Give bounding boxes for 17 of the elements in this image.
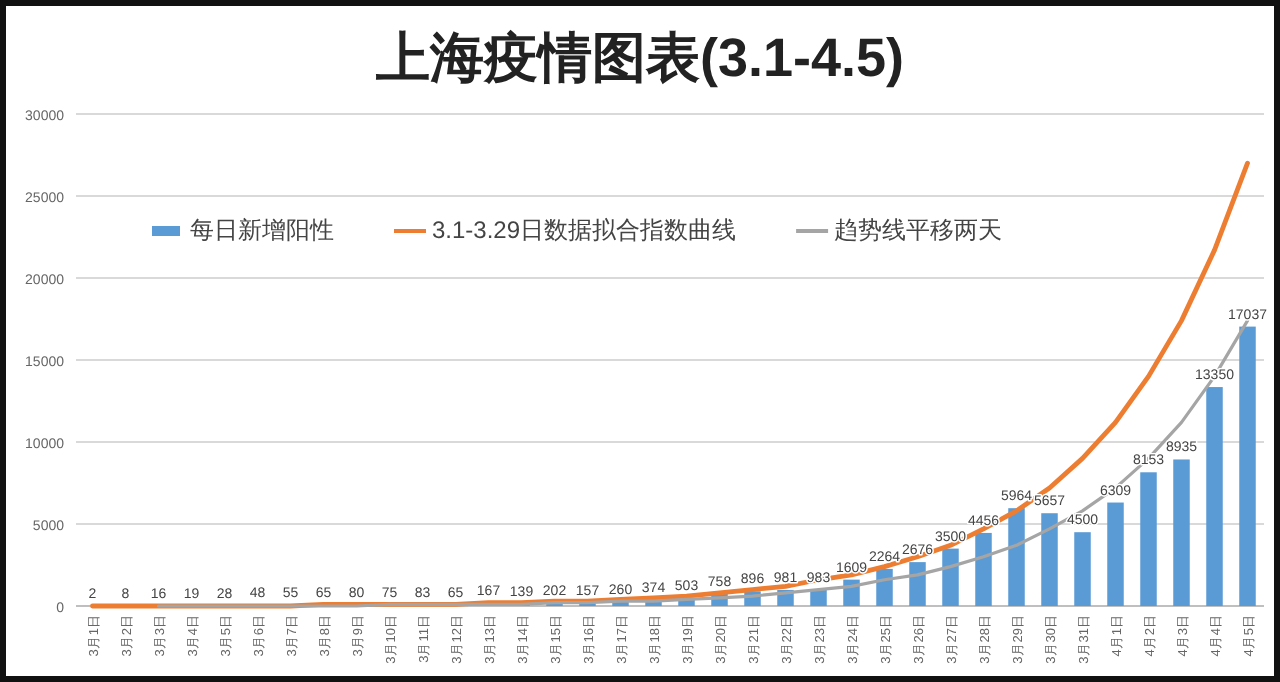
bar <box>1074 532 1091 606</box>
bar <box>909 562 926 606</box>
bar <box>876 568 893 606</box>
bar <box>1041 513 1058 606</box>
bar <box>975 532 992 606</box>
legend-label: 3.1-3.29日数据拟合指数曲线 <box>432 216 737 244</box>
bar <box>1206 387 1223 606</box>
legend-label: 每日新增阳性 <box>190 216 334 244</box>
bar <box>1140 472 1157 606</box>
legend-label: 趋势线平移两天 <box>834 216 1003 244</box>
bar <box>942 548 959 606</box>
bar <box>1008 508 1025 606</box>
chart-title: 上海疫情图表(3.1-4.5) <box>373 28 905 88</box>
bar <box>1173 459 1190 606</box>
bar <box>810 589 827 606</box>
bar <box>1107 502 1124 606</box>
bar <box>1239 326 1256 606</box>
